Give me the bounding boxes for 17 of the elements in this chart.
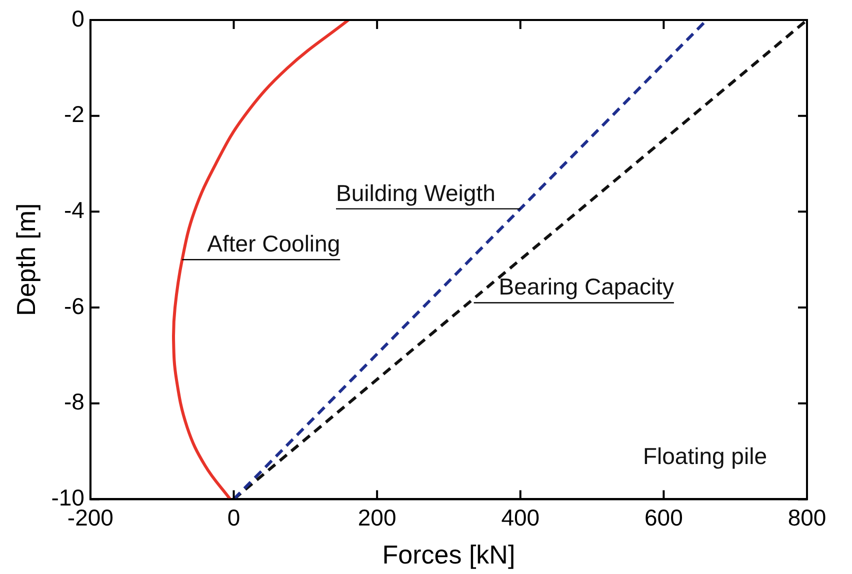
annotation: Floating pile <box>642 443 767 470</box>
annotation: After Cooling <box>207 230 340 257</box>
annotation: Bearing Capacity <box>498 274 674 300</box>
x-axis-title: Forces [kN] <box>382 540 516 570</box>
y-tick-label: -8 <box>64 388 84 415</box>
x-tick-label: 400 <box>501 504 540 530</box>
y-tick-label: 0 <box>72 5 84 32</box>
y-tick-label: -10 <box>51 484 84 511</box>
x-tick-label: 600 <box>644 504 683 530</box>
y-axis-title: Depth [m] <box>10 203 41 316</box>
x-tick-label: 200 <box>358 504 396 530</box>
y-tick-label: -2 <box>64 101 84 128</box>
x-tick-label: 0 <box>227 504 240 530</box>
y-tick-label: -4 <box>64 197 85 224</box>
annotation: Building Weigth <box>336 180 496 206</box>
y-tick-label: -6 <box>64 292 84 319</box>
x-tick-label: 800 <box>788 504 826 530</box>
